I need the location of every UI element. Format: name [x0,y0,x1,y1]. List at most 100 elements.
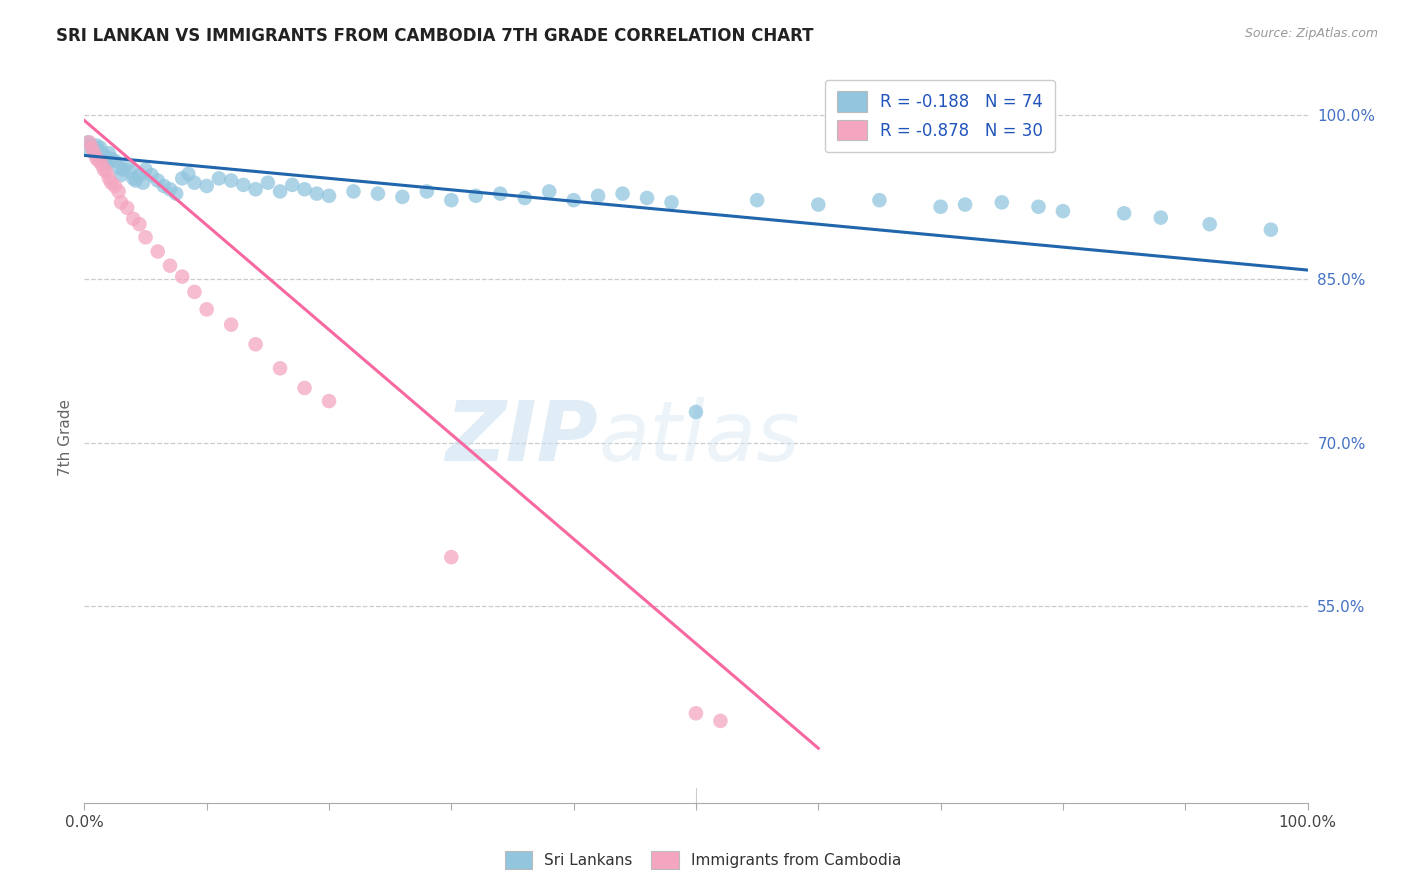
Point [122,211,145,226]
Point [1198,217,1220,231]
Point [195,179,218,194]
Point [104,179,127,194]
Point [159,259,181,273]
Point [132,176,155,190]
Point [80,141,103,155]
Legend: R = -0.188   N = 74, R = -0.878   N = 30: R = -0.188 N = 74, R = -0.878 N = 30 [825,79,1054,152]
Point [115,157,138,171]
Point [107,161,129,175]
Point [93,148,115,162]
Point [342,185,364,199]
Point [86,152,108,166]
Point [208,171,231,186]
Text: atlas: atlas [598,397,800,477]
Point [107,185,129,199]
Point [104,153,127,168]
Point [90,146,112,161]
Point [128,217,150,231]
Point [685,706,707,721]
Point [807,197,830,211]
Point [245,182,267,196]
Point [538,185,561,199]
Point [318,394,340,409]
Point [125,173,148,187]
Point [440,550,463,565]
Point [120,165,142,179]
Point [489,186,512,201]
Point [89,141,111,155]
Point [146,244,169,259]
Point [305,186,328,201]
Point [110,168,132,182]
Point [219,318,242,332]
Point [991,195,1014,210]
Point [79,143,101,157]
Point [219,173,242,187]
Point [1052,204,1074,219]
Point [87,149,110,163]
Point [87,143,110,157]
Point [367,186,389,201]
Point [77,136,100,150]
Point [869,193,891,207]
Point [953,197,976,211]
Point [232,178,254,192]
Point [269,361,291,376]
Text: ZIP: ZIP [446,397,598,477]
Y-axis label: 7th Grade: 7th Grade [58,399,73,475]
Point [96,165,118,179]
Point [612,186,634,201]
Point [112,162,135,177]
Point [1028,200,1050,214]
Point [100,176,122,190]
Point [97,171,120,186]
Point [110,195,132,210]
Point [87,153,110,168]
Point [165,186,187,201]
Point [80,138,103,153]
Point [195,302,218,317]
Point [636,191,658,205]
Point [562,193,585,207]
Point [183,285,205,299]
Point [159,182,181,196]
Point [77,136,100,150]
Text: Source: ZipAtlas.com: Source: ZipAtlas.com [1244,27,1378,40]
Text: SRI LANKAN VS IMMIGRANTS FROM CAMBODIA 7TH GRADE CORRELATION CHART: SRI LANKAN VS IMMIGRANTS FROM CAMBODIA 7… [56,27,814,45]
Point [294,182,316,196]
Point [135,162,157,177]
Point [1260,222,1282,236]
Point [83,146,105,161]
Point [586,189,609,203]
Point [97,146,120,161]
Point [440,193,463,207]
Point [94,153,117,168]
Point [747,193,769,207]
Point [141,168,163,182]
Point [172,171,194,186]
Point [391,190,413,204]
Point [100,152,122,166]
Point [929,200,952,214]
Point [269,185,291,199]
Point [82,141,104,155]
Point [93,162,115,177]
Point [153,179,176,194]
Point [128,168,150,182]
Point [122,171,145,186]
Point [257,176,280,190]
Point [177,167,200,181]
Legend: Sri Lankans, Immigrants from Cambodia: Sri Lankans, Immigrants from Cambodia [499,845,907,875]
Point [1150,211,1173,225]
Point [90,157,112,171]
Point [709,714,731,728]
Point [513,191,536,205]
Point [318,189,340,203]
Point [96,157,118,171]
Point [245,337,267,351]
Point [115,201,138,215]
Point [146,173,169,187]
Point [172,269,194,284]
Point [416,185,439,199]
Point [281,178,304,192]
